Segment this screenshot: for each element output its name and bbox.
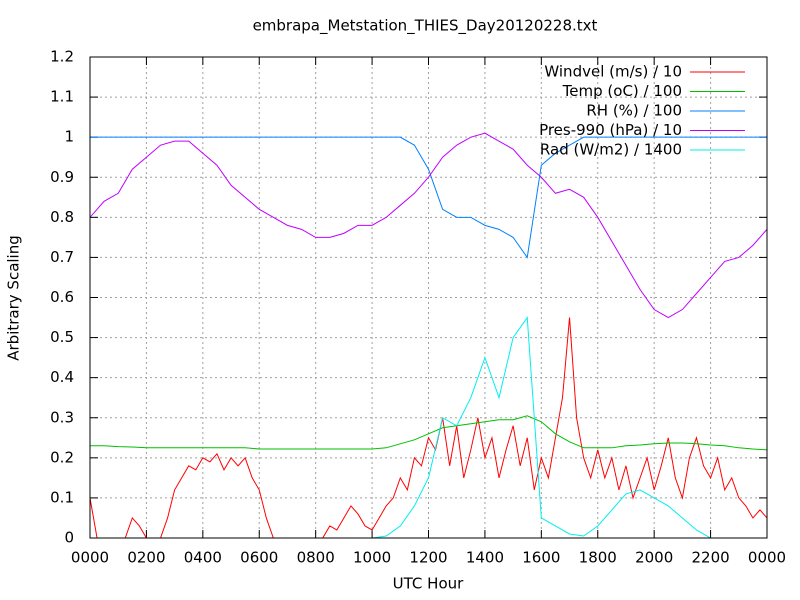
x-axis-label: UTC Hour bbox=[393, 575, 464, 593]
legend-label: RH (%) / 100 bbox=[586, 102, 682, 120]
y-tick-label: 0.8 bbox=[50, 208, 74, 226]
x-tick-label: 1800 bbox=[579, 549, 617, 567]
x-tick-label: 0000 bbox=[748, 549, 786, 567]
data-line bbox=[90, 316, 767, 538]
legend-label: Windvel (m/s) / 10 bbox=[544, 63, 682, 81]
legend-label: Temp (oC) / 100 bbox=[562, 82, 682, 100]
x-tick-label: 1400 bbox=[466, 549, 504, 567]
y-tick-label: 1 bbox=[64, 128, 74, 146]
x-tick-label: 1200 bbox=[409, 549, 447, 567]
y-tick-label: 0.9 bbox=[50, 168, 74, 186]
y-tick-label: 0.4 bbox=[50, 368, 74, 386]
plot-area bbox=[90, 132, 767, 538]
y-tick-label: 1.1 bbox=[50, 88, 74, 106]
y-tick-label: 1.2 bbox=[50, 48, 74, 66]
x-tick-label: 0000 bbox=[71, 549, 109, 567]
x-tick-label: 0800 bbox=[297, 549, 335, 567]
x-tick-label: 2200 bbox=[691, 549, 729, 567]
y-tick-label: 0.7 bbox=[50, 248, 74, 266]
x-tick-label: 1600 bbox=[522, 549, 560, 567]
x-tick-label: 0200 bbox=[127, 549, 165, 567]
data-line bbox=[90, 132, 767, 319]
y-tick-label: 0.2 bbox=[50, 448, 74, 466]
plot-border bbox=[89, 56, 768, 539]
y-tick-label: 0.6 bbox=[50, 288, 74, 306]
x-tick-label: 1000 bbox=[353, 549, 391, 567]
x-tick-label: 0600 bbox=[240, 549, 278, 567]
data-line bbox=[90, 136, 767, 259]
chart-title: embrapa_Metstation_THIES_Day20120228.txt bbox=[253, 17, 598, 36]
data-line bbox=[90, 317, 767, 538]
data-line bbox=[90, 415, 767, 451]
y-tick-label: 0 bbox=[64, 529, 74, 547]
y-axis-label: Arbitrary Scaling bbox=[5, 235, 23, 361]
y-tick-label: 0.3 bbox=[50, 408, 74, 426]
x-tick-label: 0400 bbox=[184, 549, 222, 567]
legend-label: Rad (W/m2) / 1400 bbox=[540, 141, 682, 159]
legend-label: Pres-990 (hPa) / 10 bbox=[539, 121, 682, 139]
x-tick-label: 2000 bbox=[635, 549, 673, 567]
y-tick-label: 0.5 bbox=[50, 328, 74, 346]
y-tick-label: 0.1 bbox=[50, 488, 74, 506]
